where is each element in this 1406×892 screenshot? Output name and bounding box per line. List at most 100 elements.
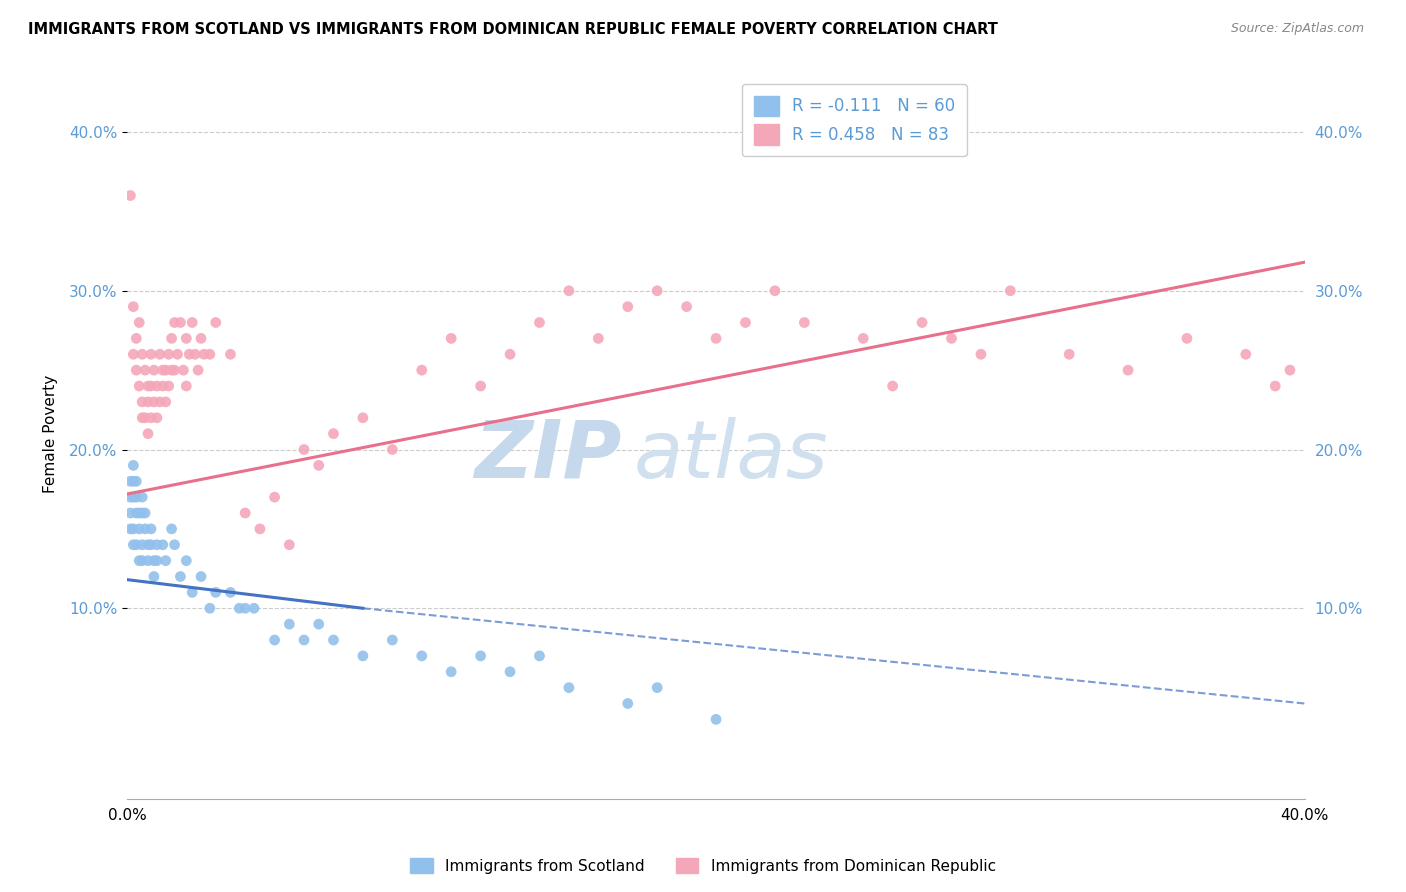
Point [734, 316, 756, 330]
Point [155, 554, 177, 568]
Point [176, 379, 198, 393]
Point [146, 379, 169, 393]
Point [152, 538, 174, 552]
Point [308, 617, 330, 632]
Point [704, 712, 727, 726]
Point [120, 522, 142, 536]
Point [122, 300, 145, 314]
Point [128, 316, 150, 330]
Point [125, 331, 148, 345]
Point [263, 490, 285, 504]
Point [136, 379, 159, 393]
Point [120, 506, 142, 520]
Point [131, 347, 153, 361]
Point [1234, 347, 1257, 361]
Point [136, 426, 159, 441]
Point [645, 284, 668, 298]
Text: IMMIGRANTS FROM SCOTLAND VS IMMIGRANTS FROM DOMINICAN REPUBLIC FEMALE POVERTY CO: IMMIGRANTS FROM SCOTLAND VS IMMIGRANTS F… [28, 22, 998, 37]
Point [142, 569, 165, 583]
Text: Source: ZipAtlas.com: Source: ZipAtlas.com [1230, 22, 1364, 36]
Point [122, 538, 145, 552]
Point [292, 633, 315, 648]
Point [131, 395, 153, 409]
Point [440, 665, 463, 679]
Point [381, 633, 404, 648]
Point [134, 410, 156, 425]
Point [160, 522, 183, 536]
Point [120, 490, 142, 504]
Point [499, 347, 522, 361]
Point [941, 331, 963, 345]
Point [198, 347, 221, 361]
Point [120, 475, 142, 489]
Point [166, 347, 188, 361]
Point [292, 442, 315, 457]
Point [263, 633, 285, 648]
Point [219, 347, 242, 361]
Point [645, 681, 668, 695]
Point [128, 379, 150, 393]
Point [139, 379, 162, 393]
Point [763, 284, 786, 298]
Point [172, 363, 194, 377]
Point [204, 316, 226, 330]
Point [588, 331, 610, 345]
Point [322, 633, 344, 648]
Point [122, 458, 145, 473]
Point [152, 379, 174, 393]
Point [139, 522, 162, 536]
Point [1278, 363, 1301, 377]
Point [125, 475, 148, 489]
Point [142, 554, 165, 568]
Point [1000, 284, 1022, 298]
Point [157, 379, 180, 393]
Point [322, 426, 344, 441]
Point [675, 300, 697, 314]
Point [249, 522, 271, 536]
Point [131, 538, 153, 552]
Point [228, 601, 250, 615]
Point [193, 347, 215, 361]
Point [139, 538, 162, 552]
Point [152, 363, 174, 377]
Point [176, 554, 198, 568]
Point [529, 648, 551, 663]
Point [529, 316, 551, 330]
Point [1057, 347, 1080, 361]
Point [163, 363, 186, 377]
Point [308, 458, 330, 473]
Point [131, 506, 153, 520]
Point [134, 506, 156, 520]
Point [233, 506, 256, 520]
Point [793, 316, 815, 330]
Point [136, 538, 159, 552]
Point [142, 363, 165, 377]
Point [190, 331, 212, 345]
Point [852, 331, 875, 345]
Point [160, 363, 183, 377]
Point [146, 410, 169, 425]
Point [136, 554, 159, 568]
Point [163, 316, 186, 330]
Point [157, 347, 180, 361]
Point [704, 331, 727, 345]
Point [411, 363, 433, 377]
Point [146, 554, 169, 568]
Point [128, 522, 150, 536]
Point [134, 522, 156, 536]
Point [155, 395, 177, 409]
Point [125, 506, 148, 520]
Point [970, 347, 993, 361]
Point [187, 363, 209, 377]
Point [131, 554, 153, 568]
Point [149, 347, 172, 361]
Point [128, 554, 150, 568]
Text: atlas: atlas [634, 417, 828, 494]
Point [1264, 379, 1286, 393]
Point [160, 331, 183, 345]
Point [278, 538, 301, 552]
Legend: R = -0.111   N = 60, R = 0.458   N = 83: R = -0.111 N = 60, R = 0.458 N = 83 [742, 84, 967, 156]
Point [139, 410, 162, 425]
Point [128, 506, 150, 520]
Point [146, 538, 169, 552]
